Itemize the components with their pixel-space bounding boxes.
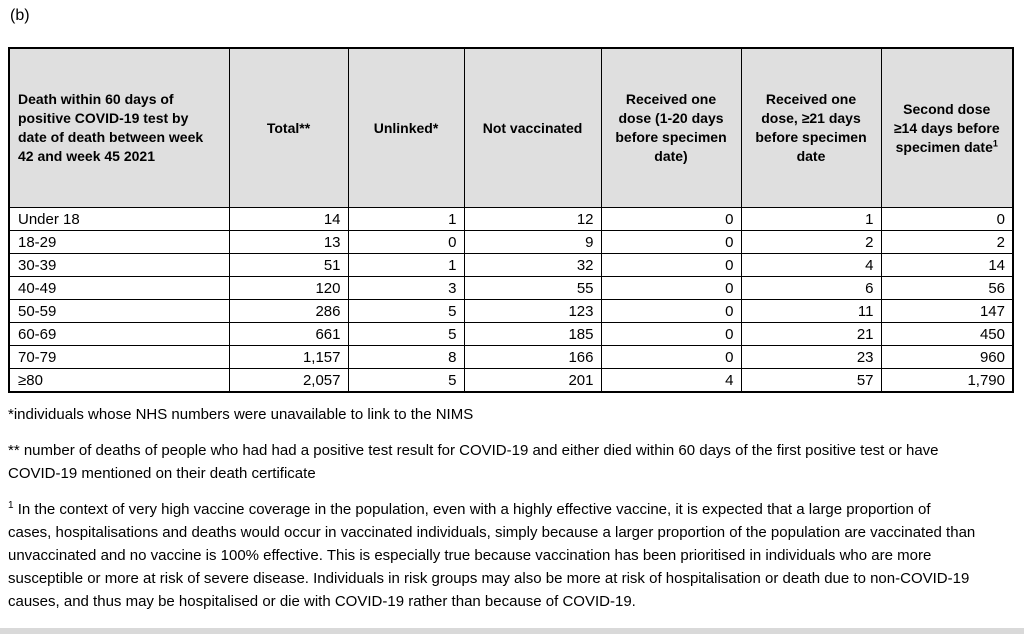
column-header-one-dose-21-days: Received one dose, ≥21 days before speci…	[740, 47, 882, 208]
one-dose-21-days-cell: 4	[740, 253, 882, 277]
unlinked-cell: 3	[347, 276, 465, 300]
footnote-vaccine-coverage-marker: 1	[8, 500, 14, 511]
column-header-not-vaccinated-label: Not vaccinated	[482, 119, 583, 136]
column-header-not-vaccinated: Not vaccinated	[463, 47, 602, 208]
footnote-unlinked-text: *individuals whose NHS numbers were unav…	[8, 406, 474, 423]
second-dose-cell: 450	[880, 322, 1014, 346]
column-header-one-dose-21-days-label: Received one dose, ≥21 days before speci…	[755, 91, 867, 164]
one-dose-21-days-cell: 2	[740, 230, 882, 254]
one-dose-21-days-cell: 11	[740, 299, 882, 323]
table-row-18-29: 18-29 13 0 9 0 2 2	[8, 230, 1014, 254]
age-group-cell: 50-59	[8, 299, 230, 323]
one-dose-21-days-cell: 57	[740, 368, 882, 393]
age-group-cell: 30-39	[8, 253, 230, 277]
footnote-vaccine-coverage-context: 1 In the context of very high vaccine co…	[8, 498, 976, 613]
one-dose-1-20-days-cell: 0	[600, 322, 742, 346]
column-header-total-label: Total**	[266, 119, 311, 136]
unlinked-cell: 5	[347, 368, 465, 393]
one-dose-21-days-cell: 6	[740, 276, 882, 300]
unlinked-cell: 5	[347, 299, 465, 323]
column-header-age-group: Death within 60 days of positive COVID-1…	[8, 47, 230, 208]
table-row-30-39: 30-39 51 1 32 0 4 14	[8, 253, 1014, 277]
one-dose-1-20-days-cell: 0	[600, 345, 742, 369]
unlinked-cell: 5	[347, 322, 465, 346]
not-vaccinated-cell: 12	[463, 207, 602, 231]
second-dose-cell: 147	[880, 299, 1014, 323]
not-vaccinated-cell: 201	[463, 368, 602, 393]
covid-deaths-by-vaccination-status-table: Death within 60 days of positive COVID-1…	[8, 47, 1014, 393]
figure-label: (b)	[10, 7, 30, 24]
unlinked-cell: 8	[347, 345, 465, 369]
age-group-cell: 18-29	[8, 230, 230, 254]
age-group-cell: ≥80	[8, 368, 230, 393]
column-header-second-dose: Second dose ≥14 days before specimen dat…	[880, 47, 1014, 208]
total-cell: 661	[228, 322, 349, 346]
footnote-total-text: ** number of deaths of people who had ha…	[8, 442, 939, 482]
column-header-second-dose-footnote-marker: 1	[992, 137, 998, 148]
second-dose-cell: 1,790	[880, 368, 1014, 393]
footnote-total-definition: ** number of deaths of people who had ha…	[8, 439, 976, 485]
one-dose-21-days-cell: 21	[740, 322, 882, 346]
page-bottom-edge	[0, 628, 1024, 634]
not-vaccinated-cell: 32	[463, 253, 602, 277]
second-dose-cell: 14	[880, 253, 1014, 277]
table-row-50-59: 50-59 286 5 123 0 11 147	[8, 299, 1014, 323]
not-vaccinated-cell: 55	[463, 276, 602, 300]
column-header-one-dose-1-20-days: Received one dose (1-20 days before spec…	[600, 47, 742, 208]
column-header-unlinked: Unlinked*	[347, 47, 465, 208]
total-cell: 286	[228, 299, 349, 323]
table-header-row: Death within 60 days of positive COVID-1…	[8, 47, 1014, 208]
one-dose-1-20-days-cell: 0	[600, 230, 742, 254]
age-group-cell: Under 18	[8, 207, 230, 231]
one-dose-21-days-cell: 23	[740, 345, 882, 369]
not-vaccinated-cell: 166	[463, 345, 602, 369]
table-row-60-69: 60-69 661 5 185 0 21 450	[8, 322, 1014, 346]
total-cell: 1,157	[228, 345, 349, 369]
table-row-under-18: Under 18 14 1 12 0 1 0	[8, 207, 1014, 231]
second-dose-cell: 56	[880, 276, 1014, 300]
second-dose-cell: 2	[880, 230, 1014, 254]
not-vaccinated-cell: 9	[463, 230, 602, 254]
footnote-vaccine-coverage-text: In the context of very high vaccine cove…	[8, 501, 976, 610]
unlinked-cell: 0	[347, 230, 465, 254]
column-header-one-dose-1-20-days-label: Received one dose (1-20 days before spec…	[615, 91, 727, 164]
age-group-cell: 60-69	[8, 322, 230, 346]
total-cell: 14	[228, 207, 349, 231]
unlinked-cell: 1	[347, 253, 465, 277]
total-cell: 51	[228, 253, 349, 277]
total-cell: 120	[228, 276, 349, 300]
column-header-total: Total**	[228, 47, 349, 208]
total-cell: 13	[228, 230, 349, 254]
column-header-second-dose-label: Second dose ≥14 days before specimen dat…	[893, 100, 1000, 155]
one-dose-1-20-days-cell: 0	[600, 253, 742, 277]
one-dose-1-20-days-cell: 0	[600, 299, 742, 323]
column-header-unlinked-label: Unlinked*	[373, 119, 439, 136]
second-dose-cell: 0	[880, 207, 1014, 231]
footnote-unlinked-definition: *individuals whose NHS numbers were unav…	[8, 403, 976, 426]
one-dose-1-20-days-cell: 4	[600, 368, 742, 393]
not-vaccinated-cell: 185	[463, 322, 602, 346]
table-row-70-79: 70-79 1,157 8 166 0 23 960	[8, 345, 1014, 369]
age-group-cell: 70-79	[8, 345, 230, 369]
total-cell: 2,057	[228, 368, 349, 393]
not-vaccinated-cell: 123	[463, 299, 602, 323]
second-dose-cell: 960	[880, 345, 1014, 369]
unlinked-cell: 1	[347, 207, 465, 231]
table-row-40-49: 40-49 120 3 55 0 6 56	[8, 276, 1014, 300]
table-row-80-plus: ≥80 2,057 5 201 4 57 1,790	[8, 368, 1014, 393]
one-dose-21-days-cell: 1	[740, 207, 882, 231]
age-group-cell: 40-49	[8, 276, 230, 300]
one-dose-1-20-days-cell: 0	[600, 207, 742, 231]
one-dose-1-20-days-cell: 0	[600, 276, 742, 300]
